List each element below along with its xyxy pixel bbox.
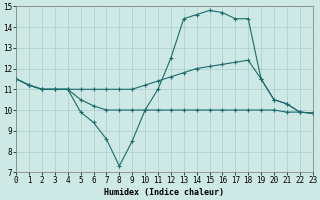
X-axis label: Humidex (Indice chaleur): Humidex (Indice chaleur) [104, 188, 224, 197]
